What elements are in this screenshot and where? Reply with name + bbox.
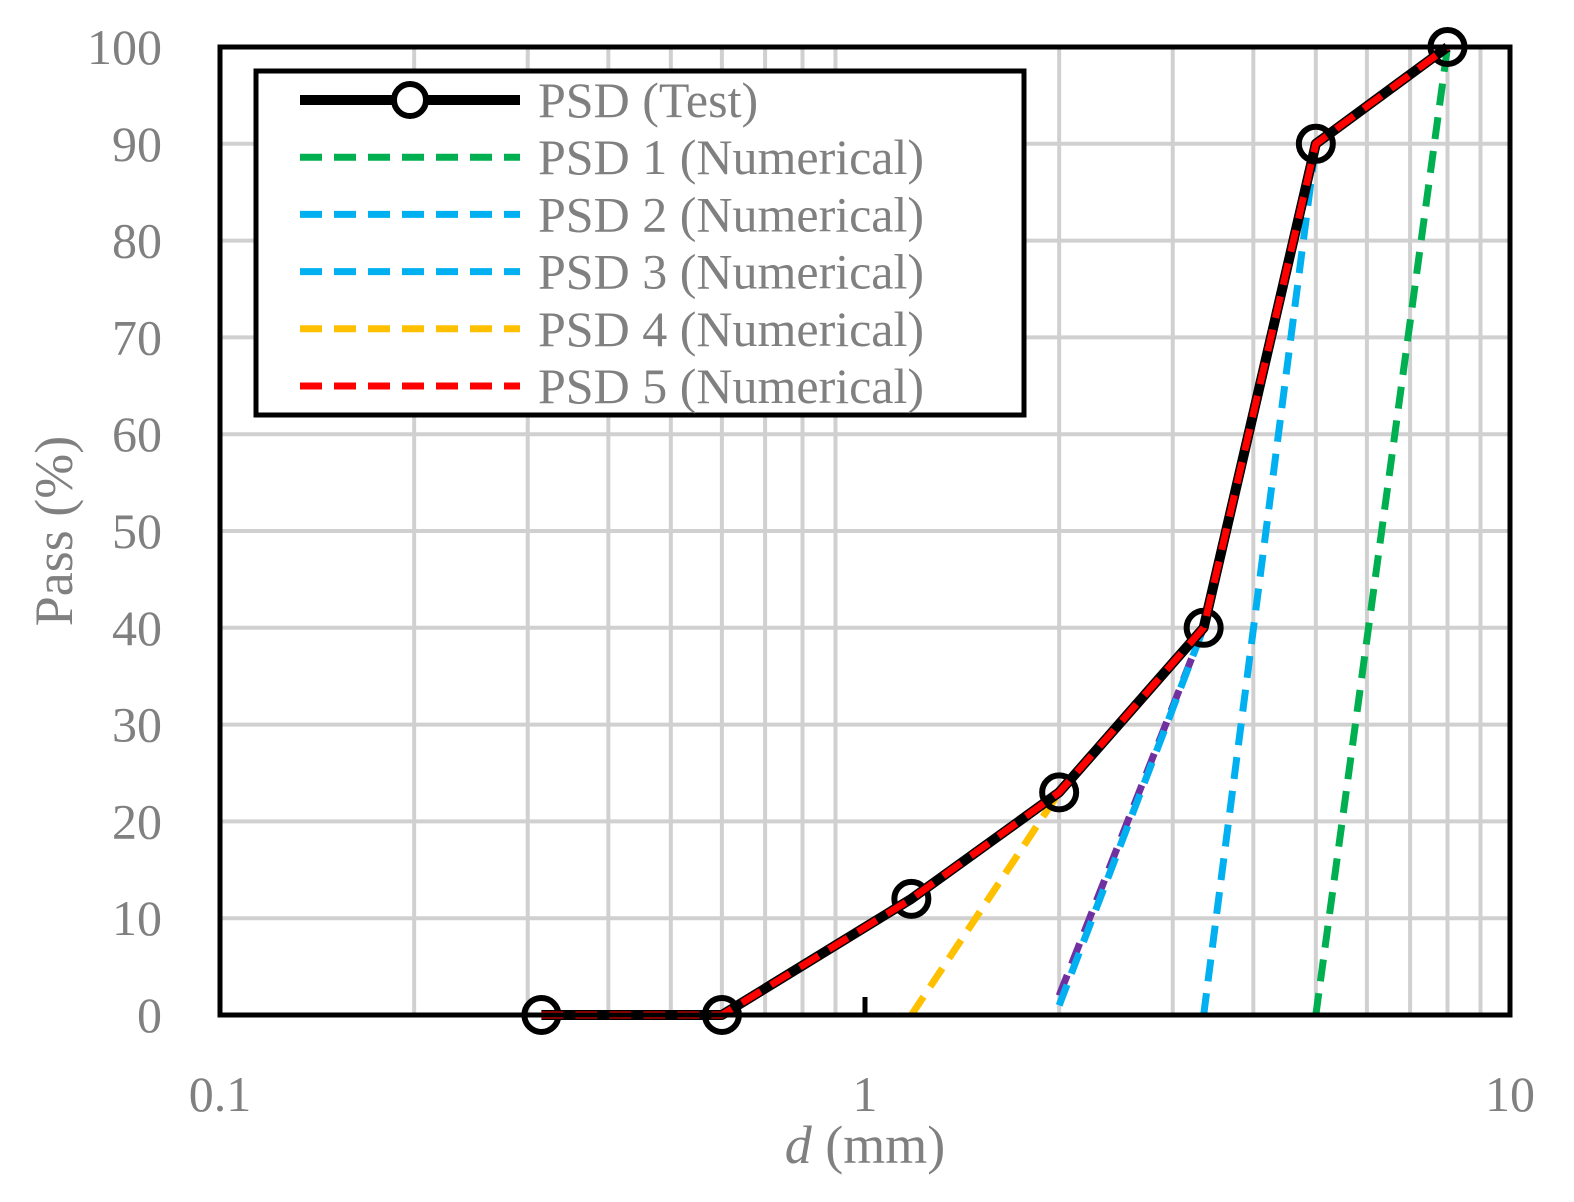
y-tick-label: 100 bbox=[87, 19, 162, 75]
y-tick-label: 50 bbox=[112, 503, 162, 559]
y-tick-label: 0 bbox=[137, 987, 162, 1043]
x-tick-label: 0.1 bbox=[189, 1066, 252, 1122]
legend-label-psd-3-numerical: PSD 3 (Numerical) bbox=[538, 244, 924, 300]
data-point-psd-test bbox=[1295, 123, 1336, 164]
y-axis-title: Pass (%) bbox=[24, 436, 84, 626]
x-axis-title: d (mm) bbox=[785, 1115, 945, 1175]
y-tick-label: 40 bbox=[112, 600, 162, 656]
legend-label-psd-1-numerical: PSD 1 (Numerical) bbox=[538, 129, 924, 185]
y-tick-label: 60 bbox=[112, 406, 162, 462]
y-tick-label: 20 bbox=[112, 793, 162, 849]
data-point-psd-test bbox=[1039, 772, 1080, 813]
y-tick-label: 10 bbox=[112, 890, 162, 946]
y-tick-label: 90 bbox=[112, 116, 162, 172]
legend-marker-psd-test bbox=[391, 81, 429, 119]
y-tick-label: 70 bbox=[112, 309, 162, 365]
y-axis-tick-labels: 0 10 20 30 40 50 60 70 80 90 100 bbox=[87, 19, 162, 1043]
series-line-psd-4-numerical bbox=[908, 790, 1063, 1017]
legend: PSD (Test)PSD 1 (Numerical)PSD 2 (Numeri… bbox=[253, 68, 1027, 418]
legend-label-psd-test: PSD (Test) bbox=[538, 72, 758, 128]
data-point-psd-test bbox=[891, 878, 932, 919]
x-axis-tick-labels: 0.1 1 10 bbox=[189, 1066, 1535, 1122]
legend-box bbox=[253, 68, 1027, 418]
x-tick-label: 1 bbox=[853, 1066, 878, 1122]
legend-label-psd-2-numerical: PSD 2 (Numerical) bbox=[538, 186, 924, 242]
series-line-psd-1-numerical bbox=[1312, 46, 1451, 1016]
x-tick-label: 10 bbox=[1485, 1066, 1535, 1122]
legend-label-psd-5-numerical: PSD 5 (Numerical) bbox=[538, 358, 924, 414]
data-point-psd-test bbox=[1183, 607, 1224, 648]
series-line-psd-2-numerical bbox=[1200, 143, 1320, 1016]
y-tick-label: 80 bbox=[112, 213, 162, 269]
legend-label-psd-4-numerical: PSD 4 (Numerical) bbox=[538, 301, 924, 357]
y-tick-label: 30 bbox=[112, 697, 162, 753]
